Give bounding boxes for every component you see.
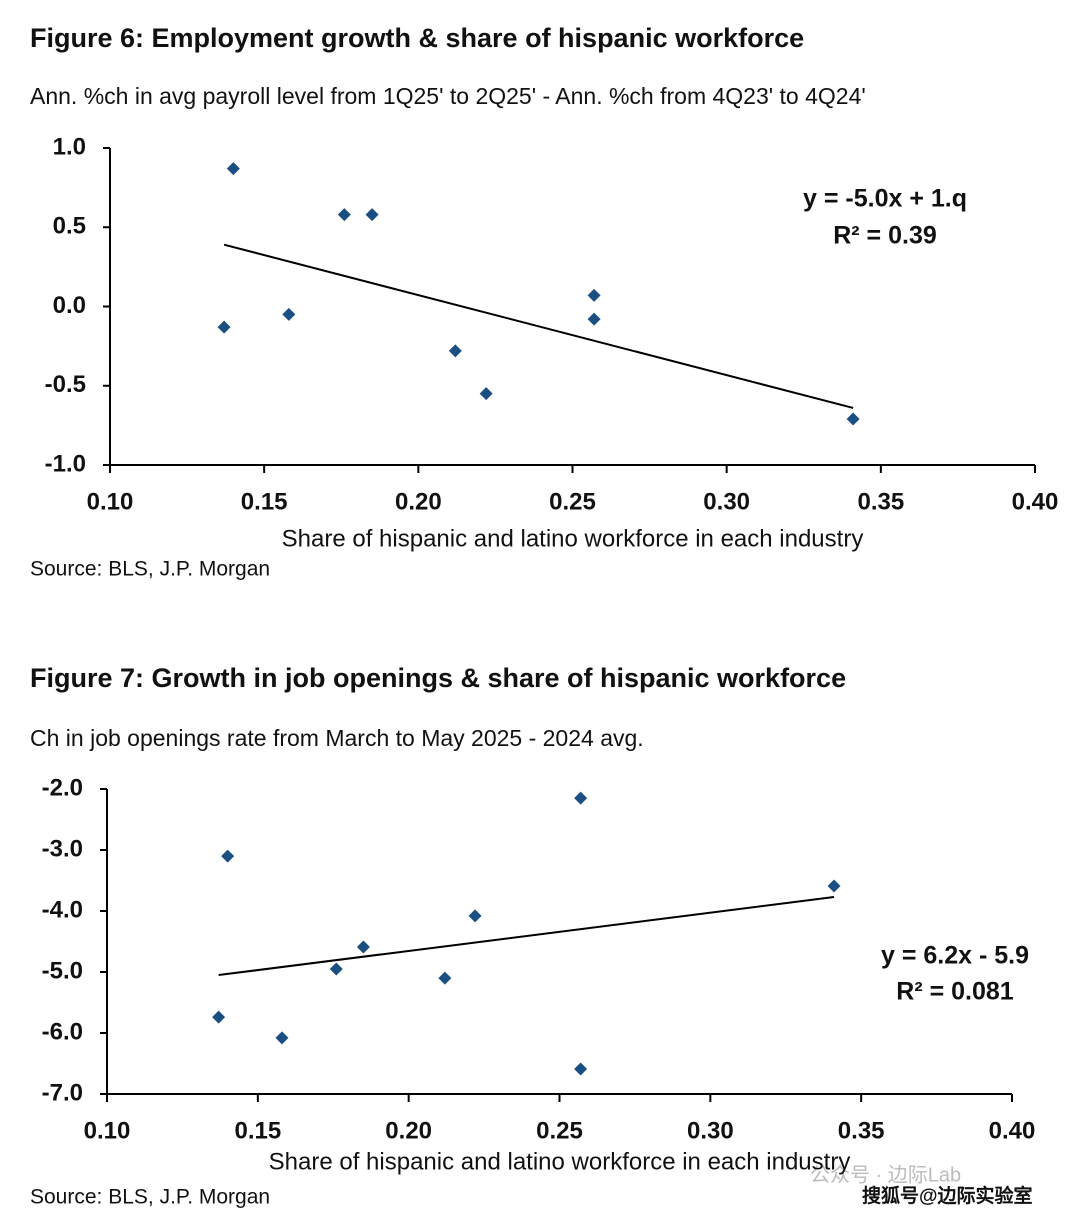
y-tick-label: 0.0	[53, 292, 86, 319]
point	[221, 849, 235, 863]
point	[574, 791, 588, 805]
y-tick-label: -1.0	[45, 450, 86, 477]
x-tick-label: 0.30	[687, 1117, 734, 1144]
point	[329, 962, 343, 976]
source: Source: BLS, J.P. Morgan	[30, 558, 270, 581]
point	[438, 971, 452, 985]
y-tick-label: -3.0	[42, 835, 83, 862]
y-tick-label: 0.5	[53, 213, 86, 240]
point	[226, 162, 240, 176]
source: Source: BLS, J.P. Morgan	[30, 1186, 270, 1209]
watermark: 搜狐号@边际实验室	[862, 1184, 1033, 1207]
x-tick-label: 0.35	[838, 1117, 885, 1144]
x-axis-label: Share of hispanic and latino workforce i…	[282, 525, 864, 552]
x-tick-label: 0.15	[241, 488, 288, 515]
y-tick-label: -7.0	[42, 1079, 83, 1106]
point	[846, 412, 860, 426]
point	[827, 879, 841, 893]
point	[587, 288, 601, 302]
trendline	[218, 895, 835, 977]
annotation: R² = 0.081	[896, 978, 1014, 1006]
point	[574, 1062, 588, 1076]
point	[337, 208, 351, 222]
point	[356, 940, 370, 954]
point	[217, 320, 231, 334]
y-tick-label: -2.0	[42, 774, 83, 801]
point	[479, 387, 493, 401]
point	[365, 208, 379, 222]
chart-subtitle: Ann. %ch in avg payroll level from 1Q25'…	[30, 83, 866, 109]
x-tick-label: 0.25	[549, 488, 596, 515]
x-axis-label: Share of hispanic and latino workforce i…	[269, 1148, 851, 1175]
point	[282, 307, 296, 321]
point	[587, 312, 601, 326]
x-tick-label: 0.15	[234, 1117, 281, 1144]
watermark: 公众号 · 边际Lab	[810, 1163, 961, 1186]
x-tick-label: 0.40	[1012, 488, 1059, 515]
point	[275, 1031, 289, 1045]
chart-title: Figure 7: Growth in job openings & share…	[30, 663, 846, 693]
point	[212, 1010, 226, 1024]
trendline	[223, 243, 854, 409]
y-tick-label: -0.5	[45, 371, 86, 398]
x-tick-label: 0.20	[385, 1117, 432, 1144]
y-tick-label: -4.0	[42, 896, 83, 923]
annotation: y = 6.2x - 5.9	[881, 942, 1029, 970]
x-tick-label: 0.40	[989, 1117, 1036, 1144]
y-tick-label: -5.0	[42, 957, 83, 984]
annotation: y = -5.0x + 1.q	[803, 185, 967, 213]
y-tick-label: 1.0	[53, 133, 86, 160]
x-tick-label: 0.30	[703, 488, 750, 515]
x-tick-label: 0.25	[536, 1117, 583, 1144]
point	[448, 344, 462, 358]
x-tick-label: 0.10	[87, 488, 134, 515]
point	[468, 909, 482, 923]
annotation: R² = 0.39	[833, 222, 937, 250]
chart-subtitle: Ch in job openings rate from March to Ma…	[30, 725, 644, 751]
x-tick-label: 0.10	[84, 1117, 131, 1144]
x-tick-label: 0.35	[857, 488, 904, 515]
x-tick-label: 0.20	[395, 488, 442, 515]
y-tick-label: -6.0	[42, 1018, 83, 1045]
chart-title: Figure 6: Employment growth & share of h…	[30, 23, 804, 53]
